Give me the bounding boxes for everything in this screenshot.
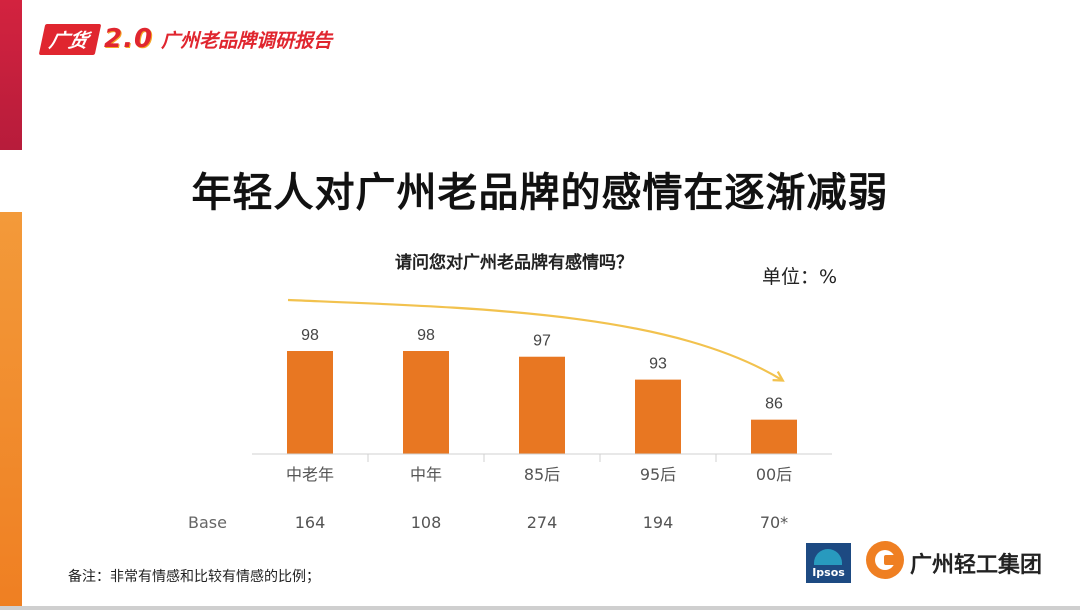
value-label-1: 98 xyxy=(417,327,435,344)
category-label-3: 95后 xyxy=(640,465,676,484)
bars-group xyxy=(287,351,797,454)
category-label-4: 00后 xyxy=(756,465,792,484)
category-label-2: 85后 xyxy=(524,465,560,484)
value-label-2: 97 xyxy=(533,333,551,350)
base-value-3: 194 xyxy=(643,513,674,532)
bar-4 xyxy=(751,419,797,454)
left-red-stripe xyxy=(0,0,22,150)
value-label-3: 93 xyxy=(649,356,667,373)
category-label-0: 中老年 xyxy=(286,465,334,484)
trend-arrow-path xyxy=(287,298,785,382)
chart-title: 请问您对广州老品牌有感情吗？ xyxy=(395,253,633,273)
ipsos-logo-text: Ipsos xyxy=(812,566,845,579)
bar-3 xyxy=(635,379,681,454)
group-name: 广州轻工集团 xyxy=(910,553,1043,578)
bottom-border xyxy=(0,606,1080,610)
base-row: 164 108 274 194 70* Base xyxy=(188,513,788,532)
trend-arrow xyxy=(287,298,785,382)
base-value-2: 274 xyxy=(527,513,558,532)
group-logo-icon xyxy=(866,541,904,579)
bar-1 xyxy=(403,351,449,454)
value-label-0: 98 xyxy=(301,327,319,344)
base-value-1: 108 xyxy=(411,513,442,532)
footnote: 备注：非常有情感和比较有情感的比例； xyxy=(68,569,320,585)
base-label: Base xyxy=(188,513,227,532)
bar-2 xyxy=(519,356,565,454)
x-axis xyxy=(252,453,832,462)
category-labels: 中老年 中年 85后 95后 00后 xyxy=(286,465,792,484)
base-value-0: 164 xyxy=(295,513,326,532)
report-header: 广货 2.0 广州老品牌调研报告 xyxy=(38,22,333,56)
unit-label: 单位：% xyxy=(762,266,838,288)
slide-title: 年轻人对广州老品牌的感情在逐渐减弱 xyxy=(191,170,889,216)
logo-version: 2.0 xyxy=(104,24,154,54)
value-labels: 98 98 97 93 86 xyxy=(301,327,783,413)
category-label-1: 中年 xyxy=(410,465,442,484)
bar-0 xyxy=(287,351,333,454)
base-value-4: 70* xyxy=(760,513,788,532)
ipsos-logo: Ipsos xyxy=(806,543,851,583)
left-orange-stripe xyxy=(0,212,22,610)
value-label-4: 86 xyxy=(765,396,783,413)
report-title: 广州老品牌调研报告 xyxy=(161,29,333,52)
